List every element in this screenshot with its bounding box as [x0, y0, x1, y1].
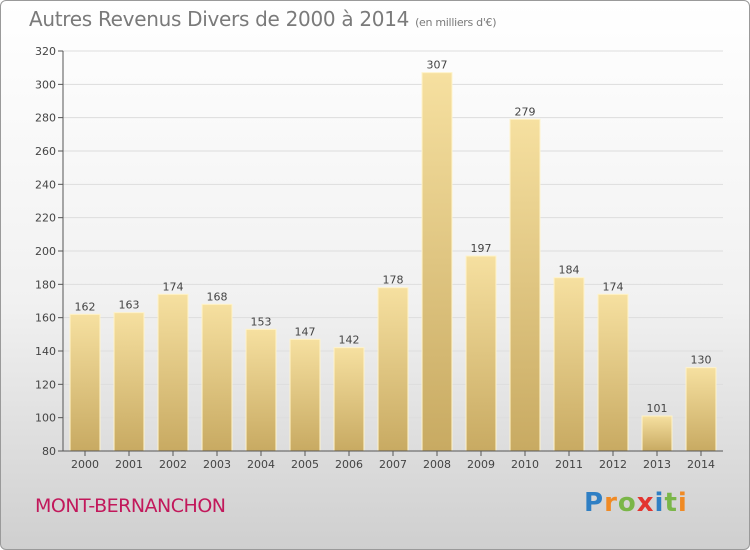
- bar-value-label: 174: [163, 280, 184, 293]
- logo-letter: i: [677, 488, 688, 518]
- x-tick-label: 2012: [599, 458, 627, 471]
- x-tick-label: 2010: [511, 458, 539, 471]
- x-tick-label: 2006: [335, 458, 363, 471]
- bar-value-label: 147: [295, 325, 316, 338]
- bar-value-label: 162: [75, 300, 96, 313]
- bar-value-label: 168: [207, 290, 228, 303]
- logo-letter: i: [654, 488, 665, 518]
- bar-2008: [421, 72, 453, 452]
- logo-letter: x: [636, 488, 655, 518]
- bar-value-label: 279: [515, 105, 536, 118]
- x-tick-label: 2014: [687, 458, 715, 471]
- bar-value-label: 153: [251, 315, 272, 328]
- logo-letter: r: [604, 488, 618, 518]
- bar-2002: [157, 293, 189, 452]
- bar-value-label: 130: [691, 354, 712, 367]
- bar-2001: [113, 312, 145, 452]
- logo-letter: P: [584, 488, 605, 518]
- y-axis: 80 100 120 140 160 180 200 220 240 260 280 300 320: [35, 45, 64, 458]
- bars: 162 163 174 168 153 147 142 178 307 197 279 184 174 1…: [69, 59, 717, 452]
- y-tick-label: 120: [35, 378, 56, 391]
- y-tick-label: 300: [35, 78, 56, 91]
- bar-2006: [333, 347, 365, 452]
- x-tick-label: 2005: [291, 458, 319, 471]
- logo-letter: t: [664, 488, 678, 518]
- x-tick-label: 2004: [247, 458, 275, 471]
- x-axis: 2000 2001 2002 2003 2004 2005 2006 2007 2008 2009…: [63, 450, 723, 471]
- y-tick-label: 240: [35, 178, 56, 191]
- logo-letter: o: [617, 488, 637, 518]
- y-tick-label: 160: [35, 312, 56, 325]
- x-tick-label: 2002: [159, 458, 187, 471]
- y-tick-label: 80: [42, 445, 56, 458]
- bar-2012: [597, 293, 629, 452]
- chart-title: Autres Revenus Divers de 2000 à 2014 (en …: [29, 7, 497, 31]
- bar-value-label: 197: [471, 242, 492, 255]
- bar-2014: [685, 367, 717, 452]
- y-tick-label: 100: [35, 412, 56, 425]
- bar-2003: [201, 303, 233, 452]
- bar-2009: [465, 255, 497, 452]
- bar-value-label: 178: [383, 274, 404, 287]
- bar-value-label: 184: [559, 264, 580, 277]
- y-tick-label: 220: [35, 212, 56, 225]
- bar-value-label: 142: [339, 334, 360, 347]
- proxiti-logo: Proxiti: [584, 488, 688, 518]
- bar-value-label: 307: [427, 59, 448, 72]
- y-tick-label: 200: [35, 245, 56, 258]
- bar-2011: [553, 277, 585, 452]
- x-tick-label: 2011: [555, 458, 583, 471]
- y-tick-label: 320: [35, 45, 56, 58]
- x-tick-label: 2000: [71, 458, 99, 471]
- bar-2007: [377, 287, 409, 452]
- y-tick-label: 140: [35, 345, 56, 358]
- town-name: MONT-BERNANCHON: [35, 495, 226, 517]
- bar-2005: [289, 338, 321, 452]
- bar-2000: [69, 313, 101, 452]
- x-tick-label: 2003: [203, 458, 231, 471]
- y-tick-label: 180: [35, 278, 56, 291]
- bar-value-label: 101: [647, 402, 668, 415]
- x-tick-label: 2008: [423, 458, 451, 471]
- x-tick-label: 2007: [379, 458, 407, 471]
- y-tick-label: 280: [35, 112, 56, 125]
- y-tick-label: 260: [35, 145, 56, 158]
- bar-2004: [245, 328, 277, 452]
- unit-note: (en milliers d'€): [415, 16, 497, 29]
- bar-value-label: 174: [603, 280, 624, 293]
- bar-value-label: 163: [119, 299, 140, 312]
- bar-2013: [641, 415, 673, 452]
- bar-2010: [509, 118, 541, 452]
- x-tick-label: 2013: [643, 458, 671, 471]
- x-tick-label: 2009: [467, 458, 495, 471]
- chart-title-text: Autres Revenus Divers de 2000 à 2014: [29, 7, 410, 31]
- x-tick-label: 2001: [115, 458, 143, 471]
